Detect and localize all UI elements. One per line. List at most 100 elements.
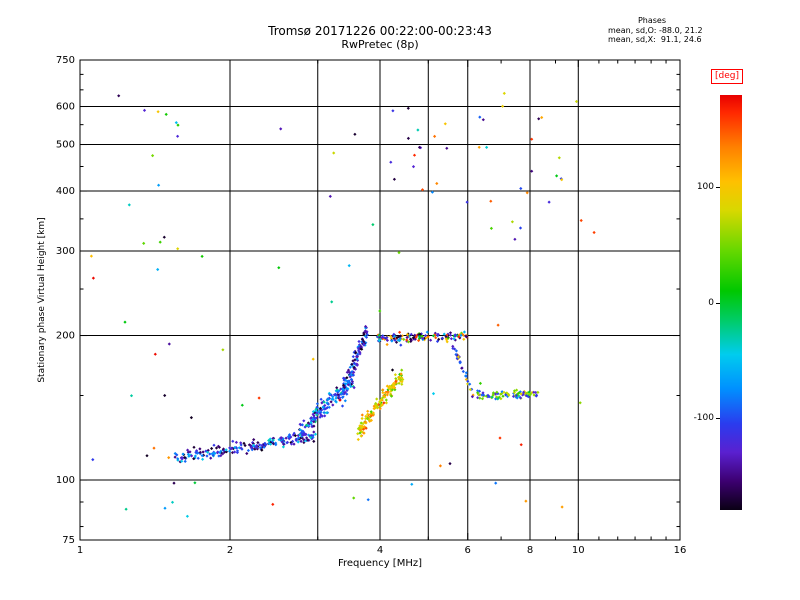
data-point (364, 324, 368, 329)
data-point (170, 500, 175, 504)
data-point (515, 388, 519, 392)
data-point (206, 450, 210, 454)
data-point (312, 430, 316, 434)
data-point (338, 396, 342, 400)
data-point (309, 421, 313, 425)
colorbar-units-label: [deg] (711, 69, 743, 84)
data-point (517, 391, 521, 395)
data-point (257, 396, 261, 400)
data-point (489, 226, 493, 230)
data-point (306, 424, 311, 428)
data-point (513, 237, 517, 241)
colorbar-tick (716, 187, 720, 189)
data-point (352, 370, 356, 374)
data-point (465, 200, 469, 204)
data-point (504, 393, 508, 397)
data-point (343, 382, 347, 386)
data-point (362, 333, 366, 337)
data-point (453, 334, 457, 338)
data-point (297, 436, 301, 440)
data-point (437, 337, 441, 341)
data-point (271, 502, 275, 506)
data-point (251, 441, 255, 445)
data-point (201, 450, 205, 454)
data-point (464, 371, 468, 375)
data-point (416, 128, 420, 132)
data-point (356, 352, 360, 356)
data-point (202, 453, 206, 457)
data-point (352, 386, 356, 390)
data-point (496, 392, 500, 396)
data-point (476, 389, 480, 393)
data-point (499, 397, 503, 401)
data-point (249, 443, 253, 448)
data-point (253, 447, 257, 451)
data-point (364, 417, 368, 421)
data-point (318, 415, 322, 419)
data-point (481, 118, 485, 122)
data-point (495, 395, 499, 399)
x-tick-label: 8 (527, 545, 533, 556)
data-point (353, 349, 357, 353)
data-point (221, 348, 225, 352)
data-point (518, 396, 523, 400)
colorbar-tick (716, 302, 720, 304)
data-point (335, 386, 339, 390)
data-point (326, 397, 330, 401)
data-point (345, 392, 349, 396)
data-point (239, 446, 243, 450)
data-point (176, 134, 180, 138)
data-point (343, 399, 347, 403)
data-point (218, 451, 222, 455)
data-point (304, 423, 308, 427)
data-point (397, 381, 401, 385)
data-point (484, 394, 488, 398)
data-point (378, 407, 382, 411)
data-point (491, 393, 495, 397)
data-point (310, 425, 314, 429)
data-point (124, 507, 128, 511)
data-point (383, 395, 387, 399)
data-point (443, 122, 447, 126)
data-point (409, 339, 413, 343)
data-point (183, 455, 187, 460)
data-point (352, 496, 356, 500)
data-point (183, 459, 187, 463)
data-point (322, 400, 326, 404)
data-point (364, 414, 368, 418)
data-point (352, 350, 356, 354)
data-point (315, 413, 319, 417)
data-point (397, 377, 401, 381)
data-point (462, 330, 466, 334)
data-point (245, 451, 249, 456)
data-point (252, 443, 256, 447)
data-point (524, 499, 528, 503)
data-point (494, 481, 498, 485)
data-point (234, 440, 238, 444)
data-point (348, 381, 352, 385)
data-point (466, 379, 470, 383)
data-point (224, 448, 228, 452)
data-point (259, 447, 263, 451)
data-point (519, 186, 523, 191)
data-point (521, 392, 525, 396)
data-point (365, 333, 369, 337)
data-point (152, 446, 156, 450)
data-point (378, 400, 382, 404)
colorbar-tick-label: -100 (693, 412, 714, 423)
data-point (457, 333, 461, 337)
data-point (221, 452, 225, 456)
data-point (560, 505, 564, 509)
data-point (332, 151, 336, 155)
data-point (394, 337, 398, 341)
data-point (478, 381, 482, 385)
data-point (386, 388, 390, 392)
data-point (312, 420, 316, 424)
data-point (391, 334, 395, 338)
data-point (527, 390, 531, 394)
data-point (200, 454, 204, 458)
plot-frame (79, 59, 681, 541)
data-point (390, 368, 395, 372)
data-point (392, 332, 396, 336)
data-point (466, 382, 470, 386)
